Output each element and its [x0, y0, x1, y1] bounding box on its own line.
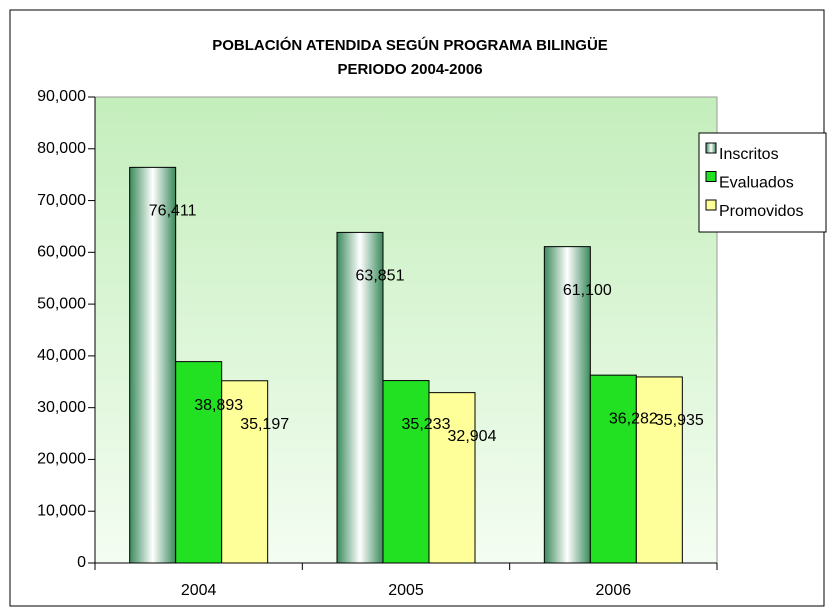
bar: [543, 246, 591, 564]
data-label: 63,851: [356, 268, 405, 285]
data-label: 35,197: [240, 416, 289, 433]
y-tick-label: 60,000: [37, 244, 86, 261]
y-tick-label: 80,000: [37, 140, 86, 157]
chart-subtitle: PERIODO 2004-2006: [337, 61, 482, 78]
data-label: 38,893: [194, 397, 243, 414]
bar: [635, 376, 683, 564]
y-tick-label: 30,000: [37, 399, 86, 416]
bar: [175, 361, 223, 564]
x-tick-label: 2005: [388, 582, 424, 599]
x-tick-label: 2004: [181, 582, 217, 599]
y-tick-label: 40,000: [37, 347, 86, 364]
legend-swatch: [705, 171, 717, 182]
legend-label: Promovidos: [719, 203, 803, 220]
y-tick-label: 20,000: [37, 451, 86, 468]
data-label: 35,233: [402, 416, 451, 433]
bar: [428, 392, 476, 564]
bar: [221, 380, 269, 564]
bar: [382, 380, 430, 564]
data-label: 35,935: [655, 412, 704, 429]
legend-swatch: [705, 142, 717, 154]
legend-swatch: [705, 199, 717, 211]
y-tick-label: 10,000: [37, 502, 86, 519]
y-tick-label: 70,000: [37, 192, 86, 209]
bar: [336, 231, 384, 564]
data-label: 76,411: [149, 203, 197, 220]
chart-title: POBLACIÓN ATENDIDA SEGÚN PROGRAMA BILING…: [212, 36, 608, 54]
bar: [589, 374, 637, 564]
data-label: 61,100: [563, 282, 612, 299]
bar: [129, 166, 177, 564]
y-tick-label: 90,000: [37, 88, 86, 105]
x-tick-label: 2006: [596, 582, 632, 599]
legend-label: Evaluados: [719, 175, 794, 192]
y-tick-label: 50,000: [37, 295, 86, 312]
data-label: 36,282: [609, 410, 658, 427]
legend-box: [698, 132, 827, 233]
y-tick-label: 0: [77, 554, 86, 571]
legend-label: Inscritos: [719, 146, 779, 163]
data-label: 32,904: [448, 428, 497, 445]
